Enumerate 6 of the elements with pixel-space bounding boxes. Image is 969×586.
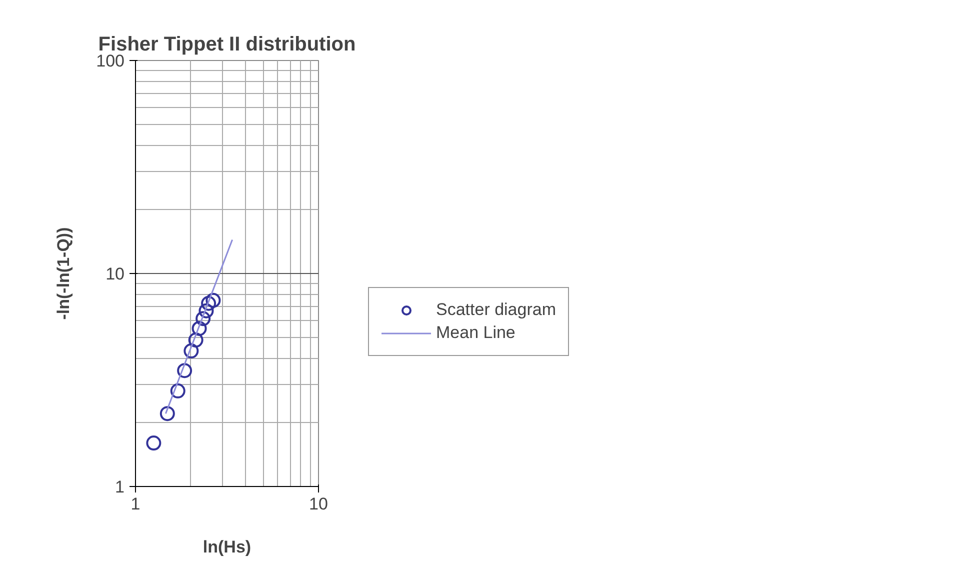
- y-tick-label: 1: [115, 478, 125, 496]
- legend-label: Mean Line: [436, 323, 516, 343]
- y-tick-label: 10: [106, 264, 125, 284]
- x-axis-title: ln(Hs): [202, 538, 252, 556]
- legend-label: Scatter diagram: [436, 300, 556, 320]
- y-axis-title: -ln(-ln(1-Q)): [54, 227, 74, 320]
